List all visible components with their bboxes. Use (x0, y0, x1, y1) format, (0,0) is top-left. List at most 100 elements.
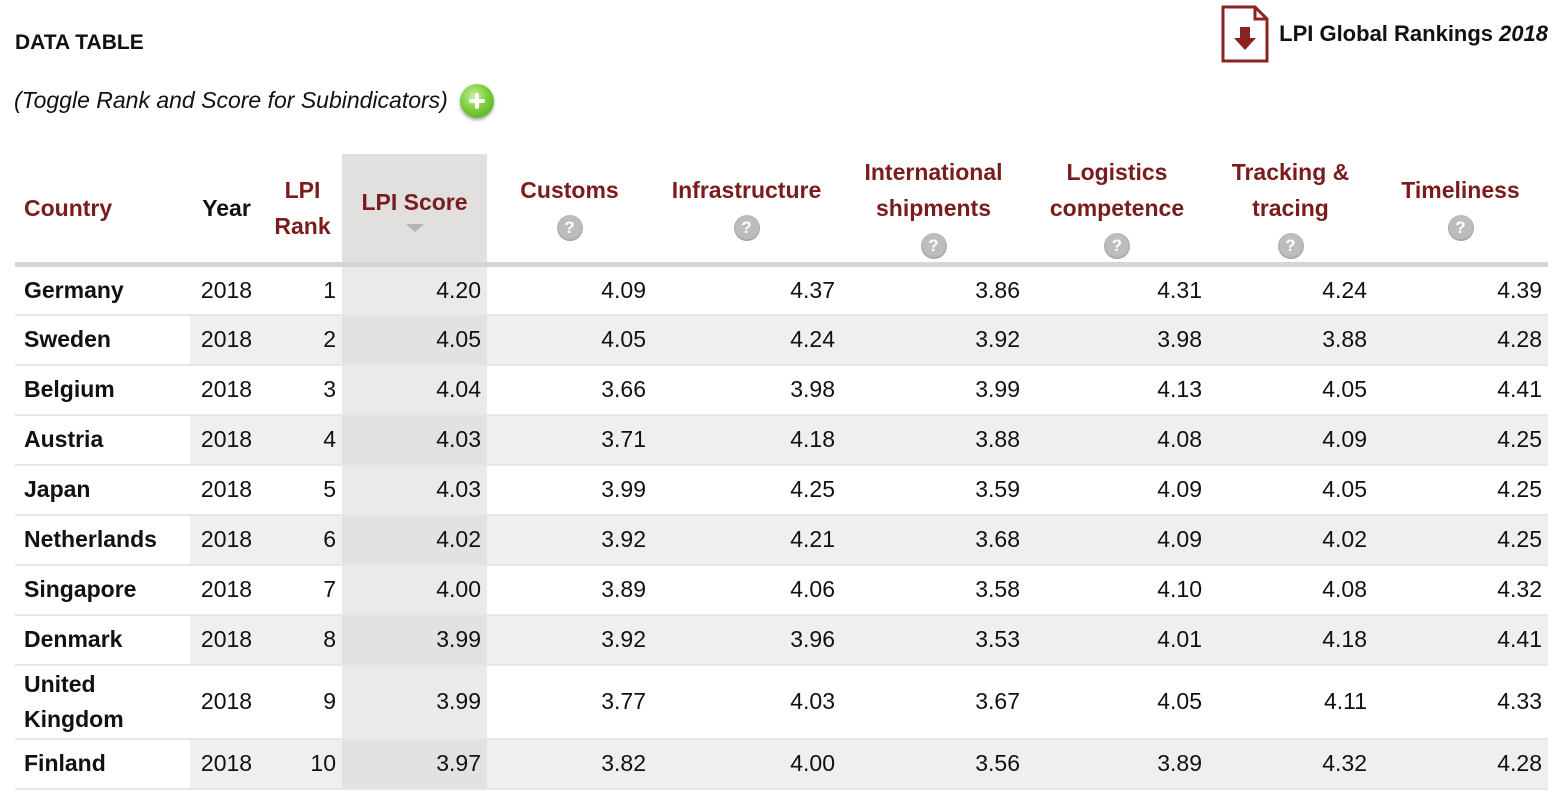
cell-infrastructure: 3.98 (652, 364, 841, 416)
cell-timeliness: 4.39 (1373, 264, 1548, 316)
column-header-lpi-rank[interactable]: LPI Rank (263, 154, 342, 267)
cell-customs: 3.71 (487, 414, 652, 466)
cell-logistics-competence: 4.09 (1026, 464, 1208, 516)
cell-international-shipments: 3.53 (841, 614, 1026, 666)
cell-country: Austria (15, 414, 190, 466)
column-header-international-shipments[interactable]: International shipments? (841, 154, 1026, 267)
table-row: Japan 2018 5 4.03 3.99 4.25 3.59 4.09 4.… (15, 464, 1548, 516)
cell-lpi-score: 4.00 (342, 564, 487, 616)
help-icon[interactable]: ? (1447, 214, 1474, 241)
cell-timeliness: 4.32 (1373, 564, 1548, 616)
section-title: DATA TABLE (15, 31, 144, 54)
cell-customs: 3.89 (487, 564, 652, 616)
cell-timeliness: 4.41 (1373, 364, 1548, 416)
table-row: Finland 2018 10 3.97 3.82 4.00 3.56 3.89… (15, 738, 1548, 790)
cell-lpi-rank: 8 (263, 614, 342, 666)
cell-country: Japan (15, 464, 190, 516)
cell-customs: 3.92 (487, 514, 652, 566)
cell-timeliness: 4.33 (1373, 664, 1548, 740)
column-header-lpi-score[interactable]: LPI Score (342, 154, 487, 267)
lpi-data-table: Country Year LPI Rank LPI Score Customs?… (15, 154, 1548, 790)
table-row: Belgium 2018 3 4.04 3.66 3.98 3.99 4.13 … (15, 364, 1548, 416)
column-header-customs[interactable]: Customs? (487, 154, 652, 267)
cell-lpi-rank: 10 (263, 738, 342, 790)
cell-customs: 3.92 (487, 614, 652, 666)
download-year: 2018 (1499, 21, 1548, 46)
cell-customs: 3.82 (487, 738, 652, 790)
cell-tracking-tracing: 4.24 (1208, 264, 1373, 316)
cell-international-shipments: 3.86 (841, 264, 1026, 316)
table-header-row: Country Year LPI Rank LPI Score Customs?… (15, 154, 1548, 267)
cell-customs: 3.77 (487, 664, 652, 740)
cell-country: Sweden (15, 314, 190, 366)
download-rankings-link[interactable]: LPI Global Rankings 2018 (1221, 5, 1548, 63)
cell-customs: 3.99 (487, 464, 652, 516)
table-row: Sweden 2018 2 4.05 4.05 4.24 3.92 3.98 3… (15, 314, 1548, 366)
help-icon[interactable]: ? (1104, 232, 1130, 259)
cell-year: 2018 (190, 414, 263, 466)
help-icon[interactable]: ? (733, 214, 760, 241)
pdf-download-icon[interactable] (1221, 5, 1269, 63)
cell-lpi-rank: 2 (263, 314, 342, 366)
download-label[interactable]: LPI Global Rankings 2018 (1279, 21, 1548, 46)
table-row: Denmark 2018 8 3.99 3.92 3.96 3.53 4.01 … (15, 614, 1548, 666)
cell-tracking-tracing: 3.88 (1208, 314, 1373, 366)
cell-country: United Kingdom (15, 664, 190, 740)
column-header-infrastructure[interactable]: Infrastructure? (652, 154, 841, 267)
cell-year: 2018 (190, 738, 263, 790)
cell-infrastructure: 3.96 (652, 614, 841, 666)
cell-lpi-score: 4.05 (342, 314, 487, 366)
column-header-tracking-tracing[interactable]: Tracking & tracing? (1208, 154, 1373, 267)
cell-customs: 3.66 (487, 364, 652, 416)
cell-international-shipments: 3.88 (841, 414, 1026, 466)
column-header-logistics-competence[interactable]: Logistics competence? (1026, 154, 1208, 267)
cell-lpi-rank: 7 (263, 564, 342, 616)
toggle-subindicators: (Toggle Rank and Score for Subindicators… (14, 82, 494, 118)
cell-logistics-competence: 4.08 (1026, 414, 1208, 466)
cell-lpi-score: 3.99 (342, 614, 487, 666)
cell-year: 2018 (190, 564, 263, 616)
cell-international-shipments: 3.59 (841, 464, 1026, 516)
sort-descending-icon (405, 224, 424, 232)
cell-lpi-rank: 5 (263, 464, 342, 516)
cell-lpi-score: 4.02 (342, 514, 487, 566)
cell-lpi-score: 4.04 (342, 364, 487, 416)
table-row: Germany 2018 1 4.20 4.09 4.37 3.86 4.31 … (15, 264, 1548, 316)
cell-timeliness: 4.41 (1373, 614, 1548, 666)
column-header-year[interactable]: Year (190, 154, 263, 267)
cell-international-shipments: 3.58 (841, 564, 1026, 616)
cell-timeliness: 4.25 (1373, 514, 1548, 566)
table-row: Austria 2018 4 4.03 3.71 4.18 3.88 4.08 … (15, 414, 1548, 466)
cell-year: 2018 (190, 464, 263, 516)
cell-lpi-score: 4.03 (342, 464, 487, 516)
cell-international-shipments: 3.99 (841, 364, 1026, 416)
column-header-timeliness[interactable]: Timeliness? (1373, 154, 1548, 267)
cell-lpi-rank: 6 (263, 514, 342, 566)
cell-year: 2018 (190, 514, 263, 566)
plus-circle-icon[interactable] (459, 84, 494, 118)
cell-lpi-score: 3.97 (342, 738, 487, 790)
cell-country: Netherlands (15, 514, 190, 566)
cell-year: 2018 (190, 264, 263, 316)
cell-country: Singapore (15, 564, 190, 616)
cell-lpi-rank: 4 (263, 414, 342, 466)
cell-logistics-competence: 4.05 (1026, 664, 1208, 740)
cell-infrastructure: 4.21 (652, 514, 841, 566)
cell-infrastructure: 4.00 (652, 738, 841, 790)
help-icon[interactable]: ? (556, 214, 583, 241)
cell-tracking-tracing: 4.08 (1208, 564, 1373, 616)
cell-country: Belgium (15, 364, 190, 416)
help-icon[interactable]: ? (920, 232, 947, 259)
cell-country: Germany (15, 264, 190, 316)
cell-international-shipments: 3.56 (841, 738, 1026, 790)
column-header-country[interactable]: Country (15, 154, 190, 267)
cell-timeliness: 4.28 (1373, 738, 1548, 790)
help-icon[interactable]: ? (1277, 232, 1304, 259)
cell-lpi-score: 3.99 (342, 664, 487, 740)
cell-logistics-competence: 4.01 (1026, 614, 1208, 666)
toggle-text: (Toggle Rank and Score for Subindicators… (14, 86, 448, 113)
cell-tracking-tracing: 4.11 (1208, 664, 1373, 740)
cell-country: Denmark (15, 614, 190, 666)
cell-logistics-competence: 4.13 (1026, 364, 1208, 416)
cell-lpi-rank: 9 (263, 664, 342, 740)
